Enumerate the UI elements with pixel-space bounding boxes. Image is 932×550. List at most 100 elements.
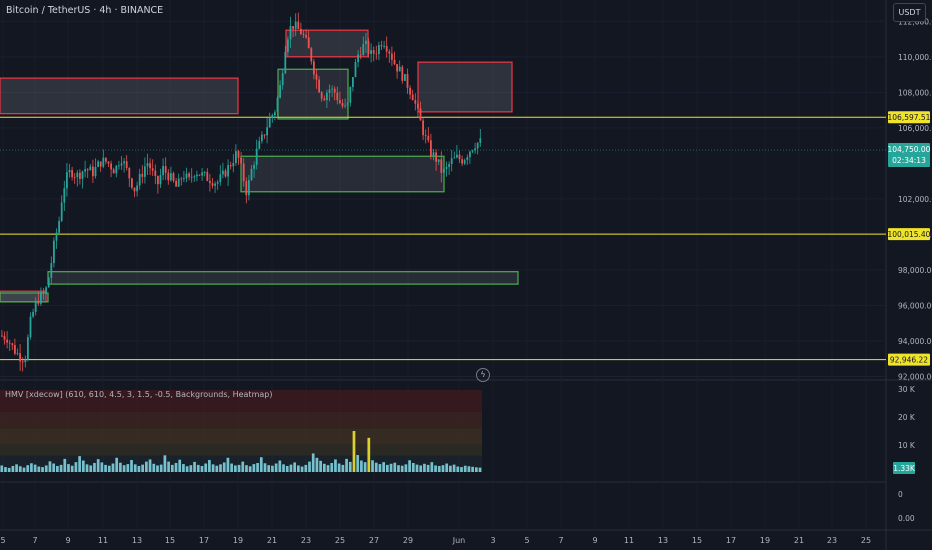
time-tick-label: Jun — [452, 536, 466, 545]
price-tick-label: 108,000.00 — [898, 88, 932, 97]
candle-body — [240, 157, 242, 164]
candle-body — [27, 337, 29, 360]
volume-bars — [0, 431, 482, 472]
candle-body — [448, 164, 450, 168]
volume-bar — [463, 465, 467, 472]
price-tick-label: 110,000.00 — [898, 53, 932, 62]
symbol-title[interactable]: Bitcoin / TetherUS · 4h · BINANCE — [6, 5, 164, 16]
candle-body — [159, 175, 162, 185]
indicator-legend[interactable]: HMV [xdecow] (610, 610, 4.5, 3, 1.5, -0.… — [5, 390, 273, 399]
heatmap-band — [0, 428, 482, 445]
candle-body — [60, 202, 63, 221]
candle-body — [19, 353, 21, 362]
candle-body — [68, 170, 71, 173]
candle-body — [305, 35, 307, 38]
volume-bar — [41, 467, 44, 472]
volume-bar — [360, 460, 363, 472]
candle-body — [216, 182, 219, 184]
candle-body — [349, 87, 352, 103]
candle-body — [323, 98, 326, 101]
candle-body — [63, 188, 66, 203]
candle-body — [138, 173, 141, 186]
candle-body — [188, 173, 190, 177]
volume-bar — [170, 464, 174, 472]
volume-bar — [122, 465, 126, 472]
time-tick-label: 21 — [794, 536, 804, 545]
candle-body — [266, 127, 268, 136]
candle-body — [370, 50, 372, 54]
candle-body — [50, 263, 53, 278]
volume-bar — [311, 453, 315, 472]
candle-body — [294, 21, 297, 29]
volume-bar — [474, 467, 478, 472]
volume-bar — [411, 462, 415, 472]
time-tick-label: 5 — [0, 536, 5, 545]
candle-body — [411, 94, 414, 101]
candle-body — [367, 40, 370, 54]
candle-body — [424, 135, 427, 136]
volume-bar — [415, 464, 419, 472]
currency-button[interactable]: USDT — [893, 3, 926, 22]
volume-bar — [259, 457, 263, 472]
lightning-icon[interactable]: ϟ — [476, 368, 490, 382]
volume-bar — [96, 459, 100, 472]
candle-body — [185, 173, 188, 179]
zone-green — [240, 155, 445, 193]
time-tick-label: 19 — [233, 536, 243, 545]
volume-bar — [430, 462, 434, 472]
candle-body — [339, 100, 341, 104]
volume-bar — [419, 465, 423, 472]
volume-bar — [278, 460, 282, 472]
candle-body — [456, 154, 458, 158]
volume-bar — [297, 465, 300, 472]
candle-body — [16, 353, 19, 355]
candle-body — [344, 105, 346, 107]
time-tick-label: 27 — [369, 536, 379, 545]
candle-body — [237, 151, 240, 158]
candle-body — [333, 88, 336, 93]
time-tick-label: 11 — [98, 536, 108, 545]
candle-body — [172, 173, 175, 181]
volume-axis[interactable]: 30 K 20 K 10 K 0 0.00 — [898, 385, 916, 523]
candle-body — [131, 178, 133, 188]
candle-body — [248, 180, 250, 196]
candle-body — [380, 45, 383, 47]
time-tick-label: 19 — [760, 536, 770, 545]
volume-bar — [423, 463, 426, 472]
volume-bar — [241, 461, 245, 472]
volume-bar — [63, 458, 67, 472]
candle-body — [193, 176, 196, 178]
candle-body — [255, 148, 258, 166]
volume-bar — [289, 464, 293, 472]
candle-body — [8, 342, 11, 344]
volume-bar — [449, 465, 452, 472]
volume-bar — [389, 463, 393, 472]
zone-green — [47, 271, 519, 285]
candle-body — [375, 53, 378, 55]
price-tick-label: 102,000.00 — [898, 195, 932, 204]
volume-bar — [248, 466, 252, 472]
candle-body — [443, 168, 445, 173]
volume-bar — [345, 458, 348, 472]
volume-bar — [478, 467, 482, 472]
candle-body — [105, 157, 107, 162]
zone-red — [417, 61, 513, 113]
volume-tick-label: 0.00 — [898, 514, 915, 523]
candle-body — [157, 176, 159, 185]
volume-bar — [230, 463, 233, 472]
candle-body — [336, 92, 339, 101]
candle-body — [419, 108, 422, 121]
candle-body — [170, 173, 172, 181]
candle-body — [79, 172, 81, 179]
time-axis[interactable]: 5 7 9 11 13 15 17 19 21 23 25 27 29 Jun 3 5 7 9 11 13 15 17 19… — [0, 536, 871, 545]
zone-green — [277, 68, 349, 120]
candle-body — [211, 183, 214, 186]
volume-bar — [441, 465, 445, 472]
price-axis[interactable]: 112,000.00110,000.00108,000.00106,000.00… — [898, 17, 932, 381]
volume-bar — [319, 460, 322, 472]
volume-bar — [237, 464, 241, 472]
volume-bar — [26, 465, 30, 472]
candle-body — [224, 170, 227, 177]
candle-body — [66, 172, 68, 189]
